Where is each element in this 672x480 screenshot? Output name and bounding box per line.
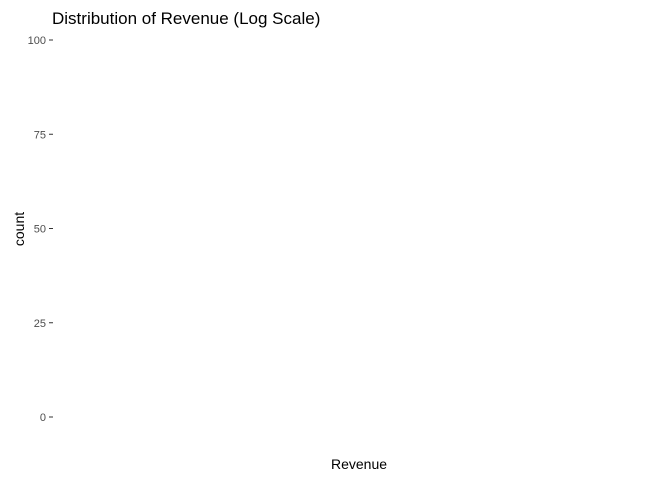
y-tick-label: 0 bbox=[40, 412, 46, 424]
y-tick-label: 25 bbox=[34, 318, 46, 330]
y-tick-label: 100 bbox=[28, 35, 46, 47]
chart-title: Distribution of Revenue (Log Scale) bbox=[52, 9, 320, 28]
y-tick-label: 50 bbox=[34, 224, 46, 236]
x-axis-title: Revenue bbox=[331, 456, 387, 472]
y-axis: 0 25 50 75 100 bbox=[28, 35, 53, 424]
y-tick-label: 75 bbox=[34, 129, 46, 141]
y-axis-title: count bbox=[11, 212, 27, 246]
